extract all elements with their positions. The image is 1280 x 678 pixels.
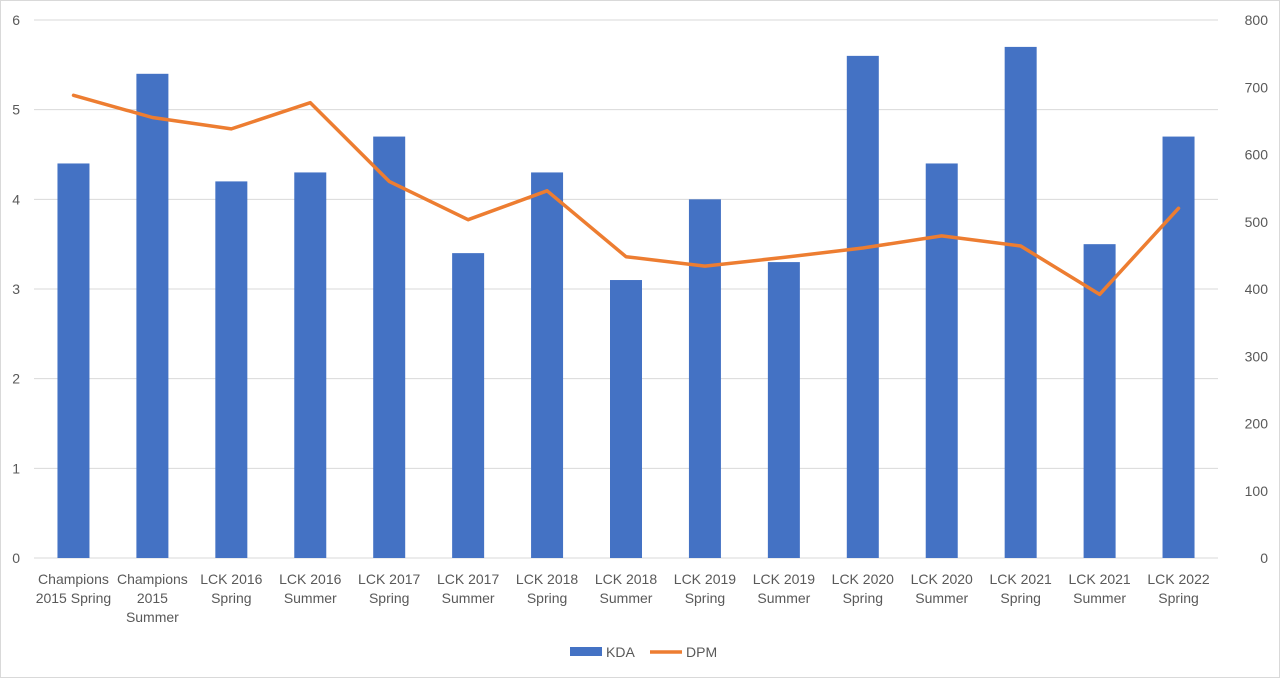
left-axis-tick-label: 6 (12, 12, 20, 28)
kda-bar (688, 199, 721, 559)
right-axis-tick-label: 200 (1245, 416, 1269, 432)
x-axis-tick-label: LCK 2018 Summer (595, 571, 657, 606)
x-axis-tick-label: LCK 2019 Spring (674, 571, 736, 606)
right-axis-tick-label: 800 (1245, 12, 1269, 28)
x-axis-tick-label-line: 2015 (137, 590, 168, 606)
x-axis-tick-label-line: LCK 2022 (1147, 571, 1209, 587)
kda-bar (925, 163, 958, 558)
x-axis-tick-label-line: LCK 2020 (911, 571, 973, 587)
x-axis-tick-label-line: Champions (117, 571, 188, 587)
x-axis-tick-label: LCK 2020 Summer (911, 571, 973, 606)
x-axis-tick-label: LCK 2020 Spring (832, 571, 894, 606)
x-axis-tick-label: LCK 2021 Summer (1068, 571, 1130, 606)
kda-bar (610, 280, 642, 558)
x-axis-tick-label-line: Spring (211, 590, 251, 606)
x-axis-tick-label-line: LCK 2016 (279, 571, 341, 587)
left-axis-tick-label: 4 (12, 191, 20, 207)
kda-bar (531, 172, 564, 558)
x-axis-tick-label-line: LCK 2016 (200, 571, 262, 587)
x-axis-tick-label: LCK 2021 Spring (990, 571, 1052, 606)
x-axis-tick-label-line: Champions (38, 571, 109, 587)
x-axis-tick-label-line: LCK 2019 (753, 571, 815, 587)
x-axis-tick-label: LCK 2016 Spring (200, 571, 262, 606)
kda-bar (373, 136, 406, 559)
x-axis-tick-label-line: LCK 2017 (437, 571, 499, 587)
right-axis-tick-label: 700 (1245, 79, 1269, 95)
x-axis-tick-label: LCK 2017 Spring (358, 571, 420, 606)
right-axis-tick-label: 600 (1245, 147, 1269, 163)
x-axis-tick-label-line: Summer (600, 590, 653, 606)
kda-bar (846, 55, 879, 558)
x-axis-tick-label: LCK 2017 Summer (437, 571, 499, 606)
x-axis-tick-label-line: LCK 2018 (595, 571, 657, 587)
x-axis-tick-label-line: LCK 2021 (990, 571, 1052, 587)
x-axis-tick-label-line: LCK 2020 (832, 571, 894, 587)
left-axis-tick-label: 0 (12, 550, 20, 566)
x-axis-tick-label-line: Summer (915, 590, 968, 606)
right-axis-tick-label: 300 (1245, 348, 1269, 364)
x-axis-tick-label: Champions 2015 Spring (36, 571, 112, 606)
x-axis-tick-label-line: LCK 2017 (358, 571, 420, 587)
legend-label-dpm: DPM (686, 644, 717, 660)
x-axis-tick-label: LCK 2019 Summer (753, 571, 815, 606)
dpm-line-layer (71, 93, 1181, 297)
x-axis-tick-label-line: Summer (757, 590, 810, 606)
right-axis-tick-label: 400 (1245, 281, 1269, 297)
x-axis-tick-label: LCK 2018 Spring (516, 571, 578, 606)
x-axis-tick-label-line: Spring (369, 590, 409, 606)
right-axis-tick-label: 500 (1245, 214, 1269, 230)
kda-bar (57, 163, 90, 558)
left-axis-tick-label: 3 (12, 281, 20, 297)
left-axis-tick-label: 5 (12, 102, 20, 118)
right-axis-tick-label: 100 (1245, 483, 1269, 499)
x-axis-tick-label-line: Summer (1073, 590, 1126, 606)
legend-swatch-kda (570, 647, 602, 656)
x-axis-tick-label: LCK 2022 Spring (1147, 571, 1209, 606)
x-axis-tick-label: LCK 2016 Summer (279, 571, 341, 606)
legend-label-kda: KDA (606, 644, 635, 660)
right-axis-tick-label: 0 (1260, 550, 1268, 566)
x-axis-tick-label-line: Spring (527, 590, 567, 606)
kda-bar (767, 262, 800, 558)
x-axis-tick-label-line: LCK 2021 (1068, 571, 1130, 587)
x-axis-tick-label-line: LCK 2018 (516, 571, 578, 587)
left-axis: 0 1 2 3 4 5 6 (12, 12, 20, 566)
kda-bar (294, 172, 327, 558)
kda-bar (215, 181, 248, 558)
x-axis-tick-label-line: Spring (685, 590, 725, 606)
x-axis-tick-label-line: LCK 2019 (674, 571, 736, 587)
x-axis-tick-label-line: 2015 Spring (36, 590, 112, 606)
x-axis-tick-label-line: Spring (1000, 590, 1040, 606)
kda-bar (136, 73, 169, 559)
x-axis-tick-label-line: Spring (1158, 590, 1198, 606)
kda-bar (1083, 244, 1116, 558)
x-axis-tick-label-line: Summer (284, 590, 337, 606)
kda-bar (452, 253, 485, 558)
legend: KDA DPM (570, 644, 717, 660)
x-axis-tick-label: Champions 2015 Summer (117, 571, 188, 625)
x-axis-tick-label-line: Summer (126, 609, 179, 625)
dpm-line (71, 93, 1181, 297)
x-axis-tick-label-line: Summer (442, 590, 495, 606)
x-axis-tick-label-line: Spring (843, 590, 883, 606)
right-axis: 0 100 200 300 400 500 600 700 800 (1245, 12, 1269, 566)
left-axis-tick-label: 1 (12, 460, 20, 476)
kda-bars (57, 46, 1195, 559)
kda-bar (1162, 136, 1195, 559)
kda-bar (1004, 46, 1037, 559)
left-axis-tick-label: 2 (12, 371, 20, 387)
